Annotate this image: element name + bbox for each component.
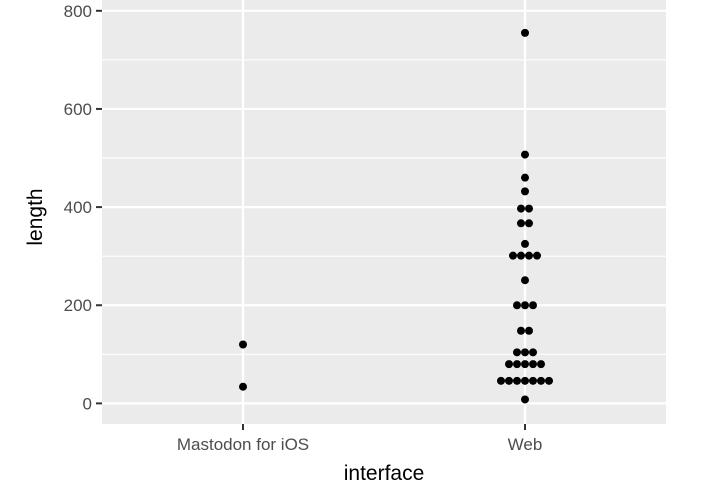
data-point [517,219,525,228]
data-point [529,376,537,385]
data-points [239,28,553,404]
data-point [521,395,529,404]
data-point [545,376,553,385]
y-axis-title: length [24,188,47,245]
data-point [521,276,529,285]
data-point [517,251,525,260]
data-point [521,28,529,37]
data-point [513,301,521,310]
grid-minor-lines [102,59,666,355]
x-tick-label: Web [508,435,543,454]
x-tick-label: Mastodon for iOS [177,435,309,454]
data-point [509,251,517,260]
grid-major-lines [102,0,666,424]
data-point [239,382,247,391]
y-tick-label: 200 [64,296,92,315]
data-point [529,360,537,369]
y-tick-label: 800 [64,2,92,21]
y-tick-label: 0 [83,394,92,413]
data-point [537,360,545,369]
data-point [513,376,521,385]
data-point [525,251,533,260]
y-axis-ticks: 0 200 400 600 800 [64,2,102,413]
data-point [517,326,525,335]
data-point [521,239,529,248]
data-point [525,204,533,213]
data-point [505,376,513,385]
y-tick-label: 400 [64,198,92,217]
data-point [513,348,521,357]
data-point [239,340,247,349]
data-point [497,376,505,385]
data-point [529,301,537,310]
x-axis-title: interface [344,462,425,485]
data-point [513,360,521,369]
data-point [521,348,529,357]
data-point [525,219,533,228]
data-point [537,376,545,385]
data-point [521,360,529,369]
data-point [505,360,513,369]
data-point [521,173,529,182]
data-point [517,204,525,213]
data-point [521,187,529,196]
data-point [521,150,529,159]
x-axis-ticks: Mastodon for iOS Web [177,424,542,454]
data-point [521,376,529,385]
data-point [521,301,529,310]
data-point [529,348,537,357]
y-tick-label: 600 [64,100,92,119]
plot-panel [102,0,666,424]
data-point [533,251,541,260]
data-point [525,326,533,335]
